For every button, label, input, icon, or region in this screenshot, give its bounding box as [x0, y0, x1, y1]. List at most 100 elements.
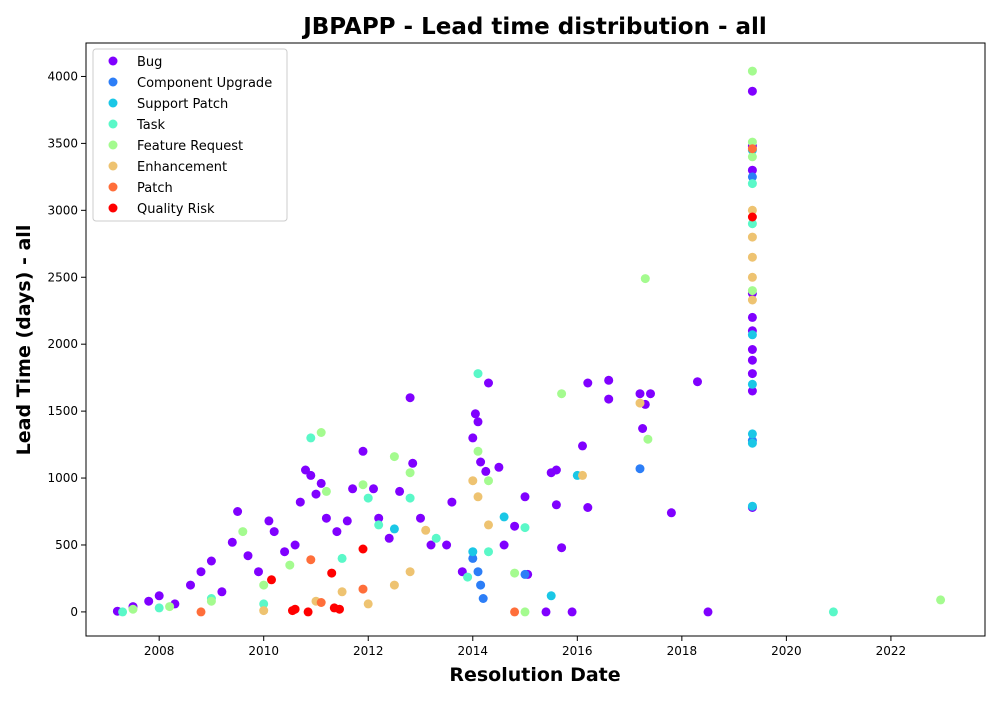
point-component-upgrade [478, 594, 488, 603]
point-task [828, 607, 838, 617]
point-task [374, 520, 384, 530]
point-bug [557, 543, 567, 553]
point-component-upgrade [520, 569, 530, 579]
point-feature-request [285, 560, 295, 570]
points-layer [112, 66, 946, 617]
x-tick-label: 2022 [876, 644, 907, 658]
point-feature-request [321, 486, 331, 496]
point-bug [369, 484, 378, 494]
point-bug [541, 607, 551, 617]
point-feature-request [747, 137, 757, 147]
point-bug [578, 441, 587, 451]
point-enhancement [747, 232, 757, 242]
point-bug [280, 547, 290, 557]
point-feature-request [640, 274, 650, 284]
x-tick-label: 2016 [562, 644, 593, 658]
point-enhancement [389, 580, 399, 590]
point-bug [551, 500, 561, 510]
point-task [463, 572, 473, 582]
point-component-upgrade [747, 172, 757, 182]
legend-marker [108, 119, 118, 129]
point-bug [144, 596, 154, 606]
point-feature-request [747, 66, 757, 76]
point-bug [395, 486, 405, 496]
point-feature-request [405, 468, 415, 478]
point-feature-request [128, 604, 138, 614]
legend-label: Support Patch [137, 97, 228, 112]
x-tick-label: 2020 [771, 644, 802, 658]
point-task [431, 533, 441, 543]
point-enhancement [747, 252, 757, 262]
point-component-upgrade [473, 567, 483, 577]
y-tick-label: 500 [55, 538, 78, 552]
point-bug [408, 458, 418, 468]
point-bug [217, 587, 227, 597]
point-task [259, 599, 269, 609]
x-tick-label: 2014 [458, 644, 489, 658]
point-task [306, 433, 316, 443]
point-bug [243, 551, 253, 561]
point-bug [426, 540, 436, 550]
point-bug [233, 507, 243, 516]
legend-marker [108, 161, 118, 171]
point-feature-request [643, 434, 653, 444]
point-feature-request [747, 286, 757, 296]
point-bug [567, 607, 577, 617]
point-feature-request [165, 602, 175, 612]
y-tick-label: 0 [70, 605, 78, 619]
legend-label: Bug [137, 55, 162, 70]
point-bug [510, 521, 520, 531]
legend-marker [108, 77, 118, 87]
point-task [337, 553, 347, 563]
y-tick-label: 1000 [47, 471, 78, 485]
point-bug [693, 377, 702, 387]
point-bug [405, 393, 415, 403]
y-tick-label: 1500 [47, 404, 78, 418]
legend-label: Enhancement [137, 160, 227, 175]
point-bug [186, 580, 195, 590]
point-feature-request [510, 568, 520, 578]
point-component-upgrade [476, 580, 486, 590]
point-enhancement [747, 205, 757, 215]
point-bug [254, 567, 263, 577]
point-quality-risk [335, 604, 344, 614]
point-feature-request [389, 452, 399, 462]
point-quality-risk [358, 544, 368, 554]
point-quality-risk [267, 575, 276, 585]
point-bug [520, 492, 530, 502]
point-support-patch [747, 429, 757, 439]
point-bug [290, 540, 300, 550]
point-bug [635, 389, 645, 399]
point-bug [470, 409, 480, 419]
point-task [473, 369, 483, 379]
point-bug [484, 378, 493, 388]
point-quality-risk [290, 604, 300, 614]
point-task [747, 219, 757, 229]
point-support-patch [389, 524, 399, 534]
point-bug [384, 533, 394, 543]
point-task [747, 179, 757, 189]
point-bug [358, 446, 368, 456]
legend-label: Patch [137, 181, 173, 196]
point-bug [646, 389, 655, 399]
legend-marker [108, 56, 118, 66]
point-patch [510, 607, 520, 617]
point-bug [499, 540, 509, 550]
point-task [520, 523, 530, 533]
point-bug [494, 462, 504, 472]
point-enhancement [747, 272, 757, 282]
legend-marker [108, 98, 118, 108]
point-enhancement [421, 525, 431, 535]
legend-marker [108, 140, 118, 150]
point-bug [604, 394, 614, 404]
point-feature-request [238, 527, 248, 537]
point-bug [604, 375, 614, 385]
point-feature-request [520, 607, 530, 617]
y-tick-label: 4000 [47, 69, 78, 83]
point-enhancement [473, 492, 483, 502]
point-enhancement [635, 398, 645, 408]
point-feature-request [316, 428, 326, 437]
point-bug [321, 513, 331, 523]
x-tick-label: 2018 [667, 644, 698, 658]
